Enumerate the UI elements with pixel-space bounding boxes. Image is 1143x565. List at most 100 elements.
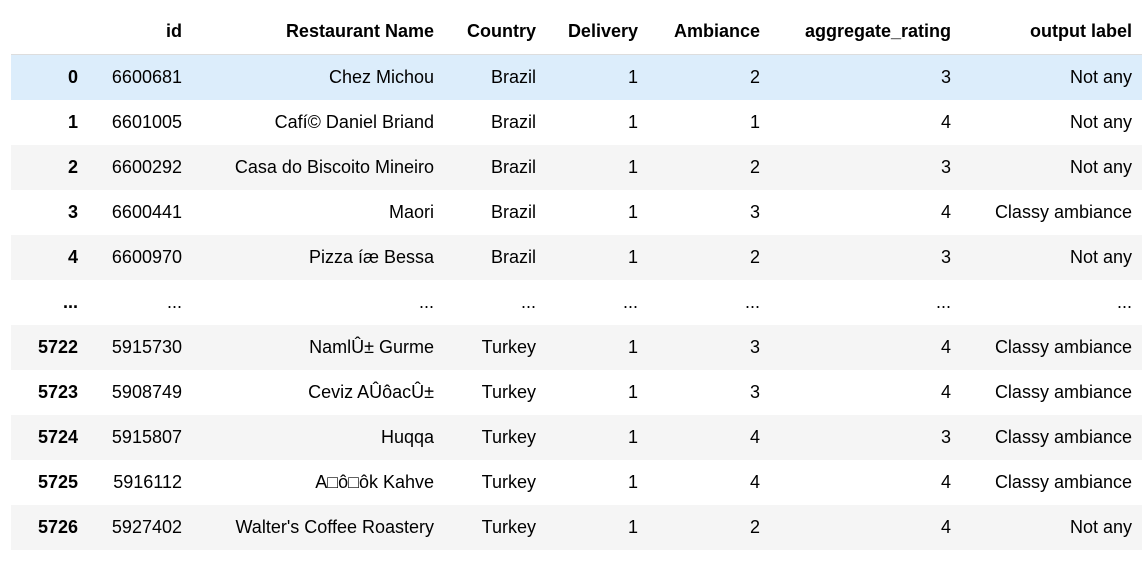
cell-output-label: Classy ambiance [994, 472, 1132, 492]
table-row-ellipsis: ... ... ... ... ... ... ... ... [11, 280, 1142, 325]
row-index: 5725 [37, 472, 78, 492]
cell-ambiance: 2 [749, 247, 760, 267]
table-row[interactable]: 2 6600292 Casa do Biscoito Mineiro Brazi… [11, 145, 1142, 190]
cell-restaurant-name: Pizza íæ Bessa [308, 247, 434, 267]
cell-country: Turkey [481, 517, 536, 537]
table-row[interactable]: 5725 5916112 A□ô□ôk Kahve Turkey 1 4 4 C… [11, 460, 1142, 505]
cell-restaurant-name: Casa do Biscoito Mineiro [234, 157, 434, 177]
row-index: 4 [67, 247, 78, 267]
cell-id: 6601005 [111, 112, 182, 132]
cell-country: Turkey [481, 382, 536, 402]
cell-restaurant-name: Cafí© Daniel Briand [274, 112, 434, 132]
row-index: 5726 [37, 517, 78, 537]
cell-output-label: Classy ambiance [994, 202, 1132, 222]
row-index: 5722 [37, 337, 78, 357]
cell-restaurant-name: Chez Michou [328, 67, 434, 87]
cell-aggregate-rating: 3 [940, 247, 951, 267]
cell-restaurant-name: ... [418, 292, 434, 312]
table-row[interactable]: 5724 5915807 Huqqa Turkey 1 4 3 Classy a… [11, 415, 1142, 460]
cell-country: Brazil [490, 157, 536, 177]
cell-restaurant-name: NamlÛ± Gurme [309, 337, 434, 357]
cell-delivery: 1 [627, 112, 638, 132]
cell-country: Turkey [481, 472, 536, 492]
cell-delivery: 1 [627, 337, 638, 357]
table-row[interactable]: 1 6601005 Cafí© Daniel Briand Brazil 1 1… [11, 100, 1142, 145]
cell-id: 6600441 [111, 202, 182, 222]
cell-delivery: 1 [627, 157, 638, 177]
cell-ambiance: 1 [749, 112, 760, 132]
table-row[interactable]: 3 6600441 Maori Brazil 1 3 4 Classy ambi… [11, 190, 1142, 235]
cell-ambiance: 2 [749, 157, 760, 177]
cell-aggregate-rating: ... [935, 292, 951, 312]
cell-delivery: ... [622, 292, 638, 312]
cell-output-label: ... [1116, 292, 1132, 312]
row-index: 3 [67, 202, 78, 222]
cell-id: 6600292 [111, 157, 182, 177]
row-index: 5723 [37, 382, 78, 402]
cell-delivery: 1 [627, 67, 638, 87]
cell-output-label: Classy ambiance [994, 337, 1132, 357]
cell-id: 5927402 [111, 517, 182, 537]
cell-country: Brazil [490, 202, 536, 222]
header-restaurant-name: Restaurant Name [192, 8, 444, 55]
cell-id: 5916112 [113, 472, 182, 492]
cell-output-label: Classy ambiance [994, 427, 1132, 447]
table-body: 0 6600681 Chez Michou Brazil 1 2 3 Not a… [11, 54, 1142, 550]
header-ambiance: Ambiance [648, 8, 770, 55]
cell-delivery: 1 [627, 382, 638, 402]
cell-country: Brazil [490, 112, 536, 132]
cell-ambiance: 4 [749, 427, 760, 447]
header-row: id Restaurant Name Country Delivery Ambi… [11, 8, 1142, 55]
cell-country: ... [520, 292, 536, 312]
header-country: Country [444, 8, 546, 55]
cell-restaurant-name: Walter's Coffee Roastery [235, 517, 434, 537]
row-index: 1 [67, 112, 78, 132]
dataframe-table: id Restaurant Name Country Delivery Ambi… [11, 8, 1142, 550]
cell-restaurant-name: A□ô□ôk Kahve [315, 472, 434, 492]
header-output-label: output label [961, 8, 1142, 55]
cell-delivery: 1 [627, 202, 638, 222]
cell-output-label: Not any [1069, 517, 1132, 537]
cell-id: 5908749 [111, 382, 182, 402]
table-row[interactable]: 5726 5927402 Walter's Coffee Roastery Tu… [11, 505, 1142, 550]
cell-aggregate-rating: 4 [940, 202, 951, 222]
cell-output-label: Not any [1069, 112, 1132, 132]
cell-country: Brazil [490, 247, 536, 267]
cell-output-label: Not any [1069, 247, 1132, 267]
header-aggregate-rating: aggregate_rating [770, 8, 961, 55]
cell-delivery: 1 [627, 517, 638, 537]
cell-country: Brazil [490, 67, 536, 87]
header-id: id [88, 8, 192, 55]
cell-delivery: 1 [627, 427, 638, 447]
cell-country: Turkey [481, 337, 536, 357]
header-delivery: Delivery [546, 8, 648, 55]
cell-restaurant-name: Ceviz AÛôacÛ± [308, 382, 434, 402]
table-row[interactable]: 5722 5915730 NamlÛ± Gurme Turkey 1 3 4 C… [11, 325, 1142, 370]
cell-aggregate-rating: 4 [940, 337, 951, 357]
cell-ambiance: 3 [749, 202, 760, 222]
cell-output-label: Not any [1069, 67, 1132, 87]
cell-delivery: 1 [627, 472, 638, 492]
row-index: 0 [67, 67, 78, 87]
cell-restaurant-name: Huqqa [380, 427, 434, 447]
cell-aggregate-rating: 4 [940, 517, 951, 537]
row-index: 5724 [37, 427, 78, 447]
row-index: ... [62, 292, 78, 312]
cell-aggregate-rating: 4 [940, 472, 951, 492]
table-row[interactable]: 4 6600970 Pizza íæ Bessa Brazil 1 2 3 No… [11, 235, 1142, 280]
cell-ambiance: 4 [749, 472, 760, 492]
cell-id: 5915730 [111, 337, 182, 357]
header-index [11, 8, 88, 55]
cell-aggregate-rating: 4 [940, 112, 951, 132]
table-header: id Restaurant Name Country Delivery Ambi… [11, 8, 1142, 55]
cell-id: 5915807 [111, 427, 182, 447]
cell-aggregate-rating: 3 [940, 157, 951, 177]
cell-output-label: Not any [1069, 157, 1132, 177]
table-row[interactable]: 5723 5908749 Ceviz AÛôacÛ± Turkey 1 3 4 … [11, 370, 1142, 415]
cell-ambiance: 3 [749, 382, 760, 402]
cell-id: 6600681 [111, 67, 182, 87]
cell-aggregate-rating: 4 [940, 382, 951, 402]
table-row[interactable]: 0 6600681 Chez Michou Brazil 1 2 3 Not a… [11, 54, 1142, 100]
cell-restaurant-name: Maori [388, 202, 434, 222]
